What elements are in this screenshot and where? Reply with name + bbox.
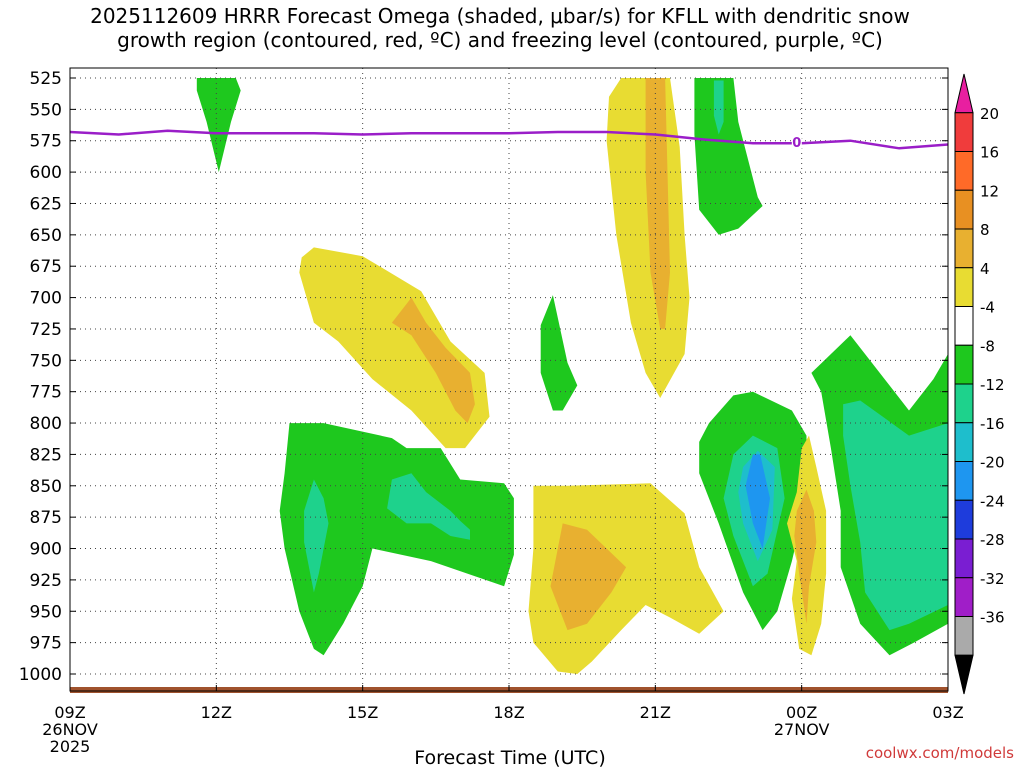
y-tick-label: 950 [30,602,62,622]
y-tick-label: 650 [30,226,62,246]
omega-region-yellow-21z-upper [606,78,690,398]
colorbar-bin [954,306,974,346]
y-tick-label: 675 [30,257,62,277]
colorbar: 20 16 12 8 4 -4 -8 -12 -16 -20 -24 -28 -32 -36 [954,73,1005,695]
colorbar-label: -8 [980,337,995,355]
chart-title-line-1: 2025112609 HRRR Forecast Omega (shaded, … [90,4,910,28]
colorbar-label: 8 [980,221,990,239]
colorbar-bin [954,112,974,152]
y-tick-label: 800 [30,414,62,434]
colorbar-bin [954,461,974,501]
y-tick-label: 750 [30,351,62,371]
omega-region-yellow-1530z [299,247,490,449]
colorbar-bin [954,344,974,385]
colorbar-label: -20 [980,454,1005,472]
y-tick-label: 925 [30,571,62,591]
omega-region-orange-16z [391,297,475,424]
colorbar-bin [954,577,974,617]
colorbar-bin [954,422,974,462]
omega-region-teal-1630z-lower [387,473,470,540]
colorbar-label: -12 [980,376,1005,394]
x-tick-sublabel: 27NOV [774,720,830,739]
omega-region-orange-21z-upper [645,78,670,329]
omega-region-orange-1930z-lower [550,523,627,631]
omega-region-green-14z-lower [279,423,514,656]
chart-title: 2025112609 HRRR Forecast Omega (shaded, … [0,4,1000,52]
colorbar-bin [954,267,974,307]
freezing-level-label-bg [791,133,802,149]
y-tick-label: 575 [30,132,62,152]
colorbar-bin [954,189,974,230]
y-tick-label: 1000 [19,665,62,685]
colorbar-label: -16 [980,415,1005,433]
x-tick-sublabel: 26NOV [42,720,98,739]
freezing-level-line [69,129,949,150]
colorbar-label: -4 [980,299,995,317]
x-tick-label: 15Z [347,703,378,722]
y-tick-label: 875 [30,508,62,528]
y-tick-label: 700 [30,289,62,309]
y-tick-label: 550 [30,100,62,120]
x-tick-label: 18Z [493,703,524,722]
omega-shading-layer [196,78,948,674]
y-tick-label: 525 [30,69,62,89]
y-tick-label: 825 [30,445,62,465]
y-tick-label: 850 [30,477,62,497]
y-tick-label: 775 [30,383,62,403]
x-tick-label: 03Z [932,703,963,722]
y-tick-label: 625 [30,194,62,214]
colorbar-bin [954,228,974,269]
omega-region-green-11z-upper [196,78,241,173]
x-tick-label: 09Z [54,703,85,722]
chart-title-line-2: growth region (contoured, red, ºC) and f… [117,28,883,52]
colorbar-bin [954,383,974,424]
y-axis: 525 550 575 600 625 650 675 700 725 750 775 800 825 8… [19,69,948,685]
colorbar-label: 20 [980,105,999,123]
omega-region-teal-2130z-upper [713,80,724,135]
colorbar-label: -24 [980,492,1005,510]
y-tick-label: 600 [30,163,62,183]
colorbar-bin [954,151,974,191]
colorbar-arrow-bottom [954,654,974,695]
x-tick-sublabel: 2025 [50,737,91,756]
omega-region-orange-00z-lower [794,489,817,624]
y-tick-label: 975 [30,634,62,654]
colorbar-arrow-top [954,73,974,114]
colorbar-bin [954,616,974,656]
colorbar-label: -28 [980,531,1005,549]
omega-region-teal-02z-lower [843,400,948,631]
colorbar-label: 12 [980,182,999,200]
colorbar-label: 16 [980,144,999,162]
omega-region-green-1930z-mid [540,295,578,411]
freezing-level-layer: 0 [69,129,949,151]
y-tick-label: 900 [30,540,62,560]
x-tick-label: 00Z [786,703,817,722]
x-tick-label: 12Z [201,703,232,722]
colorbar-label: -32 [980,570,1005,588]
freezing-level-label: 0 [792,136,801,151]
credit-text: coolwx.com/models [865,744,1014,762]
colorbar-bin [954,538,974,579]
x-axis-label: Forecast Time (UTC) [414,747,605,768]
y-tick-label: 725 [30,320,62,340]
colorbar-label: 4 [980,260,990,278]
omega-region-green-2130z-upper [694,78,763,235]
omega-region-teal-14z-lower [304,479,329,593]
x-tick-label: 21Z [640,703,671,722]
colorbar-label: -36 [980,609,1005,627]
omega-region-blue-2330z-lower [745,454,770,549]
colorbar-bin [954,499,974,540]
